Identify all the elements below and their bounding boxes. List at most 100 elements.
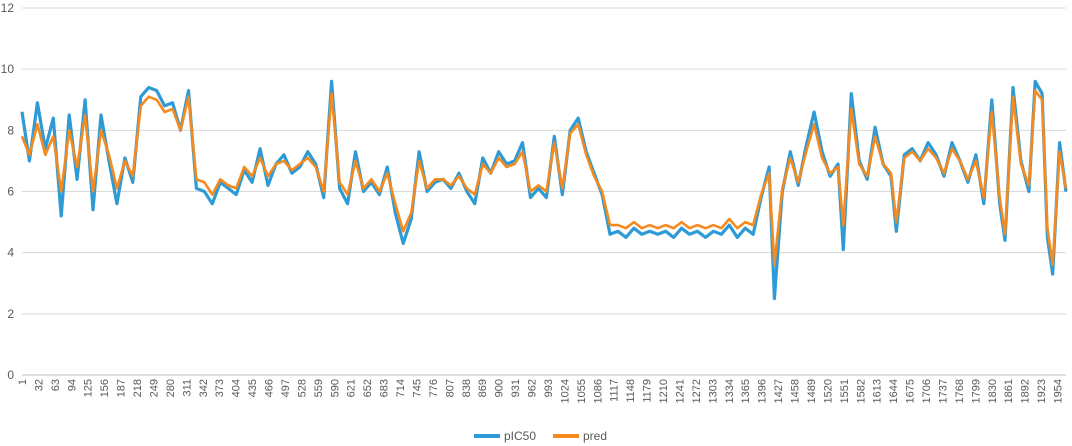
data-point (1046, 227, 1048, 229)
data-point (211, 203, 213, 205)
data-point (164, 111, 166, 113)
data-point (617, 224, 619, 226)
data-point (307, 157, 309, 159)
data-point (307, 151, 309, 153)
data-point (773, 264, 776, 266)
x-tick-label: 1551 (839, 379, 851, 403)
x-tick-label: 497 (280, 379, 292, 397)
data-point (227, 184, 229, 186)
data-point (919, 160, 921, 162)
data-point (768, 166, 770, 168)
x-tick-label: 1272 (691, 379, 703, 403)
x-tick-label: 1892 (1020, 379, 1032, 403)
x-tick-label: 249 (149, 379, 161, 397)
data-point (386, 166, 388, 168)
data-point (187, 90, 190, 92)
data-point (850, 93, 852, 95)
data-point (378, 194, 380, 196)
data-point (744, 221, 746, 223)
data-point (315, 163, 317, 165)
x-tick-label: 807 (444, 379, 456, 397)
data-point (657, 227, 659, 229)
data-point (829, 175, 831, 177)
data-point (999, 197, 1001, 199)
legend-label: pIC50 (504, 429, 536, 443)
data-point (704, 227, 707, 229)
data-point (728, 224, 730, 226)
data-point (92, 190, 94, 193)
data-point (426, 190, 428, 193)
data-point (1012, 96, 1014, 98)
data-point (837, 166, 839, 168)
data-point (331, 93, 333, 95)
data-point (561, 187, 563, 189)
data-point (347, 194, 349, 196)
data-point (323, 190, 325, 193)
data-point (696, 230, 699, 232)
data-point (458, 172, 460, 174)
data-point (442, 178, 444, 180)
x-tick-label: 900 (494, 379, 506, 397)
data-point (943, 175, 945, 177)
data-point (203, 181, 205, 183)
data-point (797, 184, 799, 186)
series-line-pred (20, 89, 1068, 267)
data-point (1041, 99, 1043, 101)
data-point (903, 154, 905, 156)
x-tick-label: 404 (231, 379, 243, 397)
data-point (36, 123, 39, 125)
data-point (148, 96, 150, 98)
x-tick-label: 962 (527, 379, 539, 397)
x-tick-label: 869 (477, 379, 489, 397)
x-tick-label: 1644 (888, 379, 900, 403)
data-point (394, 203, 396, 205)
x-tick-label: 838 (461, 379, 473, 397)
data-point (903, 157, 905, 159)
x-tick-label: 311 (181, 379, 193, 397)
data-point (991, 99, 993, 101)
data-point (100, 129, 102, 131)
data-point (490, 172, 492, 174)
data-point (773, 297, 776, 300)
data-point (514, 163, 516, 165)
data-point (235, 187, 237, 189)
data-point (712, 230, 715, 232)
data-point (92, 209, 94, 211)
series-lines (20, 79, 1068, 301)
x-tick-label: 1179 (642, 379, 654, 403)
data-point (1004, 233, 1006, 235)
data-point (418, 151, 420, 153)
data-point (506, 166, 508, 168)
data-point (768, 172, 770, 174)
data-point (108, 154, 110, 156)
data-point (235, 194, 237, 196)
x-tick-label: 1923 (1036, 379, 1048, 403)
data-point (688, 233, 691, 235)
data-point (466, 190, 468, 193)
x-tick-label: 1458 (790, 379, 802, 403)
x-tick-label: 1520 (822, 379, 834, 403)
data-point (458, 175, 460, 177)
data-point (649, 230, 651, 232)
data-point (362, 190, 365, 193)
data-point (609, 233, 611, 235)
data-point (837, 163, 839, 165)
data-point (983, 197, 985, 199)
data-point (967, 178, 969, 180)
data-point (132, 181, 134, 183)
data-point (545, 197, 548, 199)
x-tick-label: 714 (395, 379, 407, 397)
data-point (813, 111, 815, 113)
data-point (1012, 86, 1014, 89)
x-tick-label: 621 (346, 379, 358, 397)
y-tick-label: 0 (7, 368, 14, 382)
x-tick-label: 1861 (1003, 379, 1015, 403)
data-point (259, 157, 261, 159)
data-point (124, 157, 126, 159)
data-point (418, 160, 420, 162)
y-tick-label: 6 (7, 185, 14, 199)
data-point (164, 105, 166, 107)
data-point (291, 169, 293, 171)
data-point (545, 190, 548, 193)
